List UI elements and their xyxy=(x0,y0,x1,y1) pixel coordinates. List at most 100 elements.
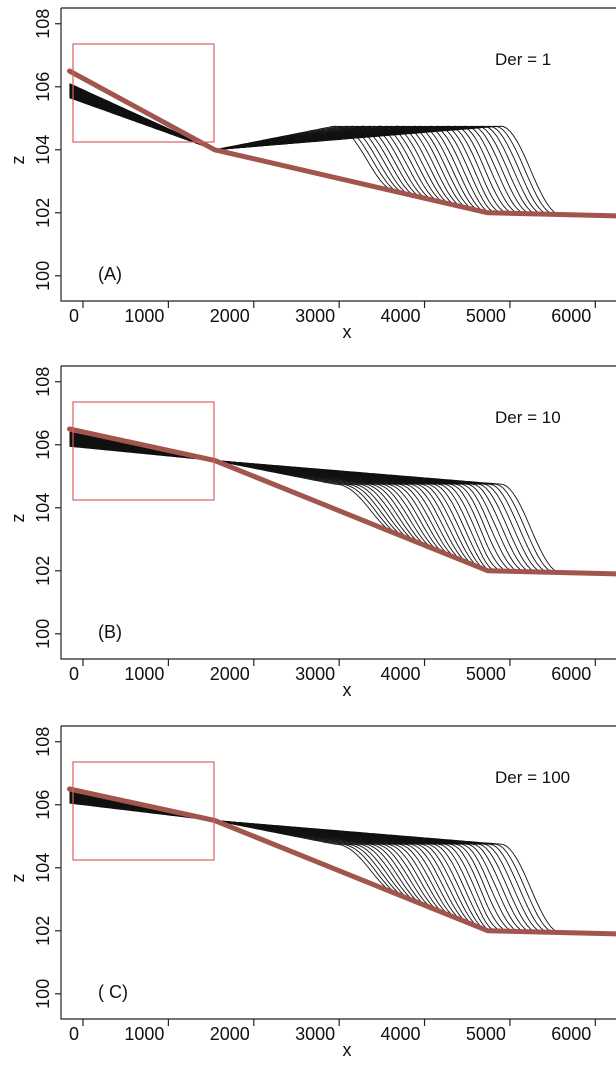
profile-line xyxy=(69,802,616,935)
x-tick-label: 5000 xyxy=(466,664,506,684)
profile-line xyxy=(69,92,616,217)
profile-line xyxy=(69,444,616,575)
profile-line xyxy=(69,86,616,217)
profile-line xyxy=(69,436,616,575)
profile-line xyxy=(69,793,616,935)
x-tick-label: 4000 xyxy=(380,306,420,326)
plot-frame xyxy=(60,365,616,660)
x-tick-label: 3000 xyxy=(295,306,335,326)
x-tick-label: 1000 xyxy=(124,306,164,326)
y-tick-label: 100 xyxy=(33,261,53,291)
x-tick-label: 6000 xyxy=(551,1024,591,1044)
profile-family xyxy=(69,431,616,575)
x-tick-label: 6000 xyxy=(551,306,591,326)
profile-line xyxy=(69,90,616,217)
profile-line xyxy=(69,435,616,575)
profile-line xyxy=(69,802,616,935)
profile-line xyxy=(69,90,616,217)
x-tick-label: 0 xyxy=(69,1024,79,1044)
profile-line xyxy=(69,794,616,935)
profile-line xyxy=(69,439,616,575)
x-tick-label: 4000 xyxy=(380,1024,420,1044)
profile-line xyxy=(69,88,616,217)
profile-line xyxy=(69,91,616,217)
x-tick-label: 0 xyxy=(69,664,79,684)
profile-line xyxy=(69,795,616,935)
y-tick-label: 106 xyxy=(33,430,53,460)
inset-box xyxy=(72,401,215,501)
profile-line xyxy=(69,90,616,217)
profile-line xyxy=(69,89,616,217)
x-tick-label: 5000 xyxy=(466,1024,506,1044)
x-tick-label: 2000 xyxy=(210,306,250,326)
y-tick-label: 104 xyxy=(33,135,53,165)
profile-line xyxy=(69,440,616,575)
x-tick-label: 3000 xyxy=(295,1024,335,1044)
profile-line xyxy=(69,796,616,935)
profile-line xyxy=(69,434,616,575)
panel-label: (A) xyxy=(98,264,122,284)
profile-line xyxy=(69,443,616,575)
panel-label: (B) xyxy=(98,622,122,642)
profile-line xyxy=(69,437,616,575)
x-tick-label: 0 xyxy=(69,306,79,326)
inset-box xyxy=(72,43,215,143)
profile-line xyxy=(69,435,616,575)
y-tick-label: 104 xyxy=(33,853,53,883)
der-annotation: Der = 10 xyxy=(495,408,561,427)
y-tick-label: 108 xyxy=(33,367,53,397)
profile-line xyxy=(69,800,616,935)
profile-line xyxy=(69,442,616,575)
y-tick-label: 100 xyxy=(33,979,53,1009)
profile-line xyxy=(69,436,616,575)
profile-line xyxy=(69,799,616,935)
profile-line xyxy=(69,797,616,935)
profile-line xyxy=(69,798,616,935)
profile-family xyxy=(69,83,616,217)
profile-line xyxy=(69,87,616,217)
profile-line xyxy=(69,93,616,217)
profile-line xyxy=(69,85,616,217)
profile-line xyxy=(69,434,616,575)
x-tick-label: 2000 xyxy=(210,1024,250,1044)
profile-line xyxy=(69,443,616,575)
profile-line xyxy=(69,437,616,575)
x-axis-label: x xyxy=(343,322,352,342)
profile-line xyxy=(69,797,616,935)
y-tick-label: 108 xyxy=(33,9,53,39)
profile-line xyxy=(69,793,616,935)
profile-line xyxy=(69,440,616,575)
profile-line xyxy=(69,800,616,935)
profile-line xyxy=(69,88,616,217)
x-tick-label: 2000 xyxy=(210,664,250,684)
inset-box xyxy=(72,761,215,861)
profile-line xyxy=(69,442,616,575)
profile-line xyxy=(69,801,616,935)
profile-line xyxy=(69,89,616,217)
panel-c: 100 102 104 106 108 0 1000 2000 3000 4000 5000 6000… xyxy=(8,725,616,1060)
plot-frame xyxy=(60,725,616,1020)
bedrock-profile xyxy=(67,426,616,577)
panel-label: ( C) xyxy=(98,982,128,1002)
x-tick-label: 5000 xyxy=(466,306,506,326)
profile-line xyxy=(69,93,616,217)
y-tick-label: 102 xyxy=(33,916,53,946)
profile-line xyxy=(69,433,616,575)
profile-line xyxy=(69,438,616,575)
y-tick-label: 106 xyxy=(33,790,53,820)
profile-line xyxy=(69,87,616,217)
x-tick-label: 4000 xyxy=(380,664,420,684)
x-tick-label: 1000 xyxy=(124,1024,164,1044)
profile-line xyxy=(69,792,616,935)
profile-line xyxy=(69,84,616,217)
y-axis-label: z xyxy=(8,874,28,883)
profile-line xyxy=(69,441,616,575)
der-annotation: Der = 100 xyxy=(495,768,570,787)
profile-line xyxy=(69,85,616,217)
profile-line xyxy=(69,440,616,575)
profile-line xyxy=(69,439,616,575)
profile-line xyxy=(69,84,616,217)
profile-family xyxy=(69,788,616,935)
profile-line xyxy=(69,92,616,217)
